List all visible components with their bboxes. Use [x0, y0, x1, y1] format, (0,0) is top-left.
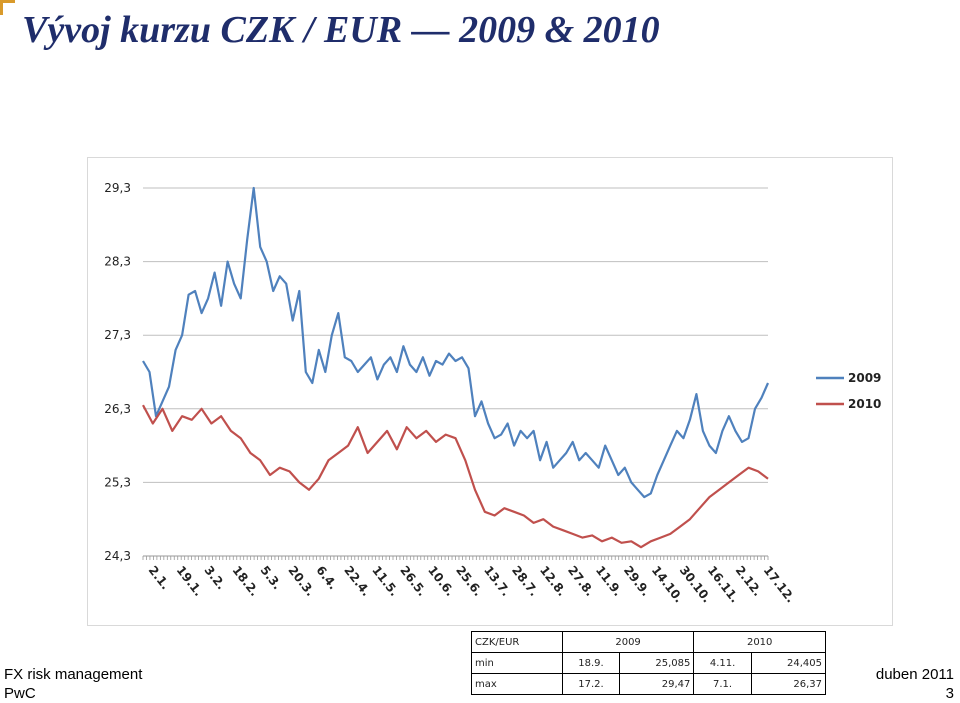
y-tick-label: 24,3: [104, 549, 131, 563]
x-tick-label: 20.3.: [285, 563, 317, 599]
y-tick-label: 25,3: [104, 475, 131, 489]
footer-date: duben 2011: [875, 666, 954, 683]
x-tick-label: 28.7.: [509, 563, 541, 599]
footer-right: duben 2011 3: [876, 665, 954, 703]
table-cell: 24,405: [750, 652, 827, 674]
table-cell: 17.2.: [561, 673, 621, 695]
stats-table: CZK/EUR 2009 2010 min 18.9. 25,085 4.11.…: [471, 631, 827, 695]
footer-company: PwC: [4, 685, 36, 702]
series-line-2010: [142, 404, 769, 549]
table-header-cell: CZK/EUR: [471, 631, 563, 653]
x-tick-label: 11.9.: [593, 563, 625, 599]
footer-topic: FX risk management: [4, 666, 143, 683]
table-cell: 26,37: [750, 673, 827, 695]
x-tick-label: 26.5.: [397, 563, 429, 599]
page-number: 3: [945, 685, 954, 702]
table-header-cell: 2010: [693, 631, 826, 653]
table-cell: 25,085: [619, 652, 695, 674]
chart-panel: 24,3 25,3 26,3 27,3 28,3 29,3 2.1. 19.1. 3.2. 18.…: [87, 157, 893, 626]
x-tick-label: 10.6.: [425, 563, 457, 599]
y-tick-label: 27,3: [104, 328, 131, 342]
table-cell: min: [471, 652, 563, 674]
x-tick-label: 6.4.: [313, 563, 340, 592]
y-tick-label: 28,3: [104, 255, 131, 269]
x-tick-label: 22.4.: [341, 563, 373, 599]
table-cell: 29,47: [619, 673, 695, 695]
page-title: Vývoj kurzu CZK / EUR — 2009 & 2010: [22, 9, 660, 51]
x-tick-label: 29.9.: [621, 563, 653, 599]
series-line-2009: [142, 186, 770, 499]
table-row: max 17.2. 29,47 7.1. 26,37: [471, 673, 827, 695]
x-tick-label: 11.5.: [369, 563, 401, 599]
legend-label: 2010: [848, 397, 881, 411]
table-cell: 7.1.: [693, 673, 752, 695]
line-chart: 24,3 25,3 26,3 27,3 28,3 29,3 2.1. 19.1.3.2. 18.…: [104, 181, 881, 605]
table-header-row: CZK/EUR 2009 2010: [471, 631, 826, 653]
x-tick-label: 13.7.: [481, 563, 513, 599]
x-tick-label: 5.3.: [257, 563, 284, 592]
x-tick-label: 19.1.: [174, 563, 206, 599]
table-header-cell: 2009: [561, 631, 695, 653]
footer-left: FX risk management PwC: [4, 665, 142, 703]
x-tick-label: 25.6.: [453, 563, 485, 599]
table-row: min 18.9. 25,085 4.11. 24,405: [471, 652, 827, 674]
x-tick-label: 17.12.: [761, 563, 798, 605]
x-tick-label: 12.8.: [537, 563, 569, 599]
x-tick-label: 27.8.: [565, 563, 597, 599]
x-tick-label: 18.2.: [229, 563, 261, 599]
table-cell: 4.11.: [693, 652, 752, 674]
legend-label: 2009: [848, 371, 881, 385]
y-tick-label: 26,3: [104, 402, 131, 416]
y-tick-label: 29,3: [104, 181, 131, 195]
table-cell: 18.9.: [561, 652, 621, 674]
x-tick-label: 3.2.: [202, 563, 229, 592]
table-cell: max: [471, 673, 563, 695]
x-tick-label: 2.1.: [146, 563, 173, 592]
corner-accent: [0, 0, 15, 15]
